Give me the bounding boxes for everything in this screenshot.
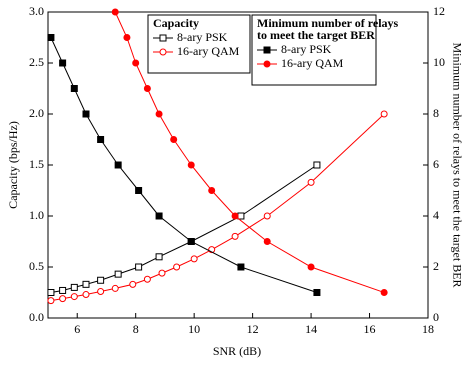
marker — [313, 289, 321, 296]
x-axis-label: SNR (dB) — [213, 344, 261, 358]
marker — [170, 136, 178, 143]
legend-marker — [263, 46, 271, 54]
x-tick-label: 18 — [422, 322, 434, 336]
marker — [114, 161, 122, 169]
y-tick-label: 2.0 — [29, 106, 44, 120]
series-line — [114, 12, 385, 293]
marker — [155, 253, 163, 261]
marker — [59, 286, 67, 294]
marker — [82, 291, 90, 299]
marker — [187, 161, 195, 169]
y-axis-label: Capacity (bps/Hz) — [6, 121, 20, 209]
marker — [59, 59, 67, 67]
marker — [97, 287, 105, 295]
marker — [111, 284, 119, 292]
y-tick-label: 2.5 — [29, 55, 44, 69]
marker — [82, 110, 90, 118]
marker — [59, 295, 67, 303]
y2-tick-label: 0 — [433, 310, 439, 324]
x-tick-label: 16 — [364, 322, 376, 336]
x-tick-label: 8 — [133, 322, 139, 336]
marker — [143, 275, 151, 283]
legend-label: 8-ary PSK — [281, 42, 332, 56]
legend-label: 8-ary PSK — [177, 30, 228, 44]
marker — [155, 110, 163, 118]
series-line — [50, 164, 318, 293]
plot-frame — [47, 11, 429, 319]
legend-marker — [263, 60, 271, 68]
marker — [132, 59, 140, 67]
marker — [97, 136, 105, 143]
marker — [143, 85, 151, 92]
y-tick-label: 3.0 — [29, 4, 44, 18]
marker — [190, 255, 198, 263]
marker — [135, 187, 143, 194]
marker — [82, 280, 90, 288]
marker — [70, 283, 78, 291]
marker — [208, 187, 216, 194]
y2-tick-label: 4 — [433, 208, 439, 222]
marker — [313, 161, 321, 169]
marker — [263, 212, 271, 220]
x-tick-label: 14 — [305, 322, 317, 336]
y-tick-label: 1.0 — [29, 208, 44, 222]
series-line — [50, 113, 385, 302]
y2-tick-label: 10 — [433, 55, 445, 69]
marker — [111, 8, 119, 16]
marker — [231, 212, 239, 220]
legend-label: 16-ary QAM — [177, 44, 240, 58]
x-tick-label: 12 — [247, 322, 259, 336]
legend-label: 16-ary QAM — [281, 56, 344, 70]
marker — [237, 263, 245, 271]
marker — [237, 212, 245, 220]
marker — [135, 263, 143, 271]
marker — [129, 280, 137, 288]
legend-box — [147, 14, 251, 74]
legend-marker — [159, 48, 167, 56]
marker — [173, 263, 181, 271]
legend-title: Minimum number of relays to meet the targ… — [257, 16, 399, 42]
y2-tick-label: 2 — [433, 259, 439, 273]
marker — [263, 238, 271, 245]
y-tick-label: 0.0 — [29, 310, 44, 324]
marker — [380, 289, 388, 296]
y2-tick-label: 6 — [433, 157, 439, 171]
marker — [123, 34, 131, 41]
y-tick-label: 0.5 — [29, 259, 44, 273]
marker — [307, 263, 315, 271]
y2-tick-label: 8 — [433, 106, 439, 120]
y2-axis-label: Minimum number of relays to meet the tar… — [450, 42, 464, 287]
x-tick-label: 6 — [74, 322, 80, 336]
marker — [47, 289, 55, 296]
legend-marker — [159, 34, 167, 42]
marker — [47, 34, 55, 41]
marker — [231, 232, 239, 240]
marker — [155, 212, 163, 220]
marker — [70, 293, 78, 301]
marker — [380, 110, 388, 118]
marker — [70, 85, 78, 92]
marker — [158, 269, 166, 277]
y-tick-label: 1.5 — [29, 157, 44, 171]
y2-tick-label: 12 — [433, 4, 445, 18]
marker — [307, 178, 315, 186]
marker — [97, 276, 105, 284]
marker — [187, 238, 195, 245]
x-tick-label: 10 — [188, 322, 200, 336]
legend-title: Capacity — [153, 16, 199, 30]
marker — [47, 297, 55, 305]
marker — [114, 270, 122, 278]
